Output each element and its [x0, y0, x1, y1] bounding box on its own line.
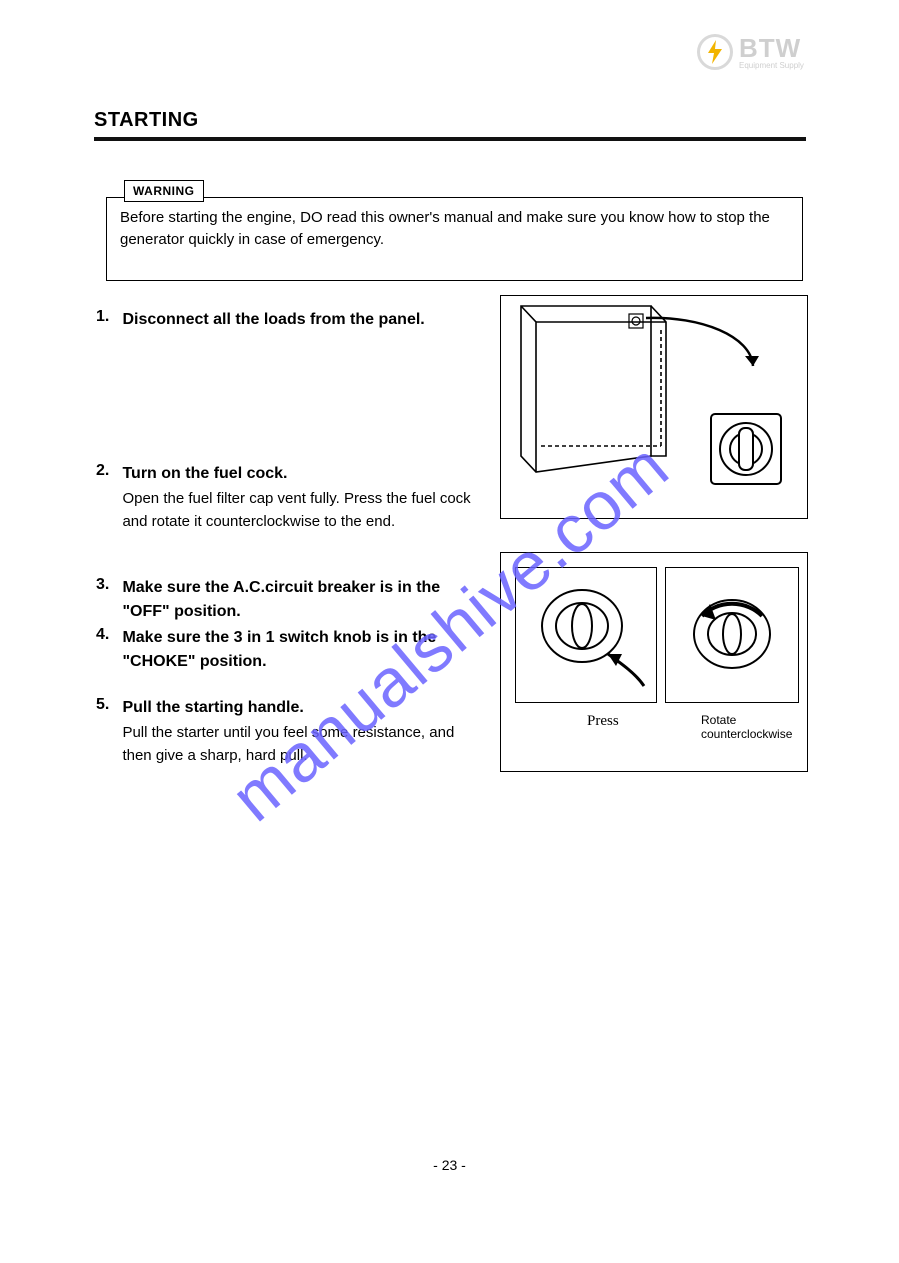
step-2-body: Open the fuel filter cap vent fully. Pre…: [122, 490, 470, 530]
bolt-icon: [697, 34, 733, 70]
section-rule: [94, 137, 806, 141]
brand-subtitle: Equipment Supply: [739, 61, 804, 70]
brand-name: BTW: [739, 35, 804, 61]
warning-label: WARNING: [124, 180, 204, 202]
step-2-num: 2.: [96, 462, 118, 480]
step-4-bold: Make sure the 3 in 1 switch knob is in t…: [122, 626, 472, 674]
warning-line2: generator quickly in case of emergency.: [120, 231, 384, 248]
step-5-body: Pull the starter until you feel some res…: [122, 724, 454, 764]
rotate-label: Rotate counterclockwise: [701, 713, 807, 741]
page-number: - 23 -: [0, 1157, 899, 1173]
manual-page: BTW Equipment Supply STARTING WARNING Be…: [0, 0, 899, 1263]
step-5-num: 5.: [96, 696, 118, 714]
warning-line1: Before starting the engine, DO read this…: [120, 209, 770, 226]
step-5: 5. Pull the starting handle. Pull the st…: [96, 696, 476, 767]
figure-press-rotate: Press Rotate counterclockwise: [500, 552, 808, 772]
step-2: 2. Turn on the fuel cock. Open the fuel …: [96, 462, 476, 533]
step-2-bold: Turn on the fuel cock.: [122, 462, 472, 486]
press-label: Press: [587, 713, 619, 730]
step-3: 3. Make sure the A.C.circuit breaker is …: [96, 576, 476, 626]
warning-text: Before starting the engine, DO read this…: [120, 207, 790, 251]
brand-logo: BTW Equipment Supply: [697, 30, 827, 74]
step-1-num: 1.: [96, 308, 118, 326]
figure-cabinet-dial: [500, 295, 808, 519]
step-3-num: 3.: [96, 576, 118, 594]
step-1-bold: Disconnect all the loads from the panel.: [122, 308, 472, 332]
step-4: 4. Make sure the 3 in 1 switch knob is i…: [96, 626, 476, 676]
panel-rotate: [665, 567, 799, 703]
step-4-num: 4.: [96, 626, 118, 644]
step-5-bold: Pull the starting handle.: [122, 696, 472, 720]
step-1: 1. Disconnect all the loads from the pan…: [96, 308, 476, 334]
section-title: STARTING: [94, 109, 199, 132]
panel-press: [515, 567, 657, 703]
step-3-bold: Make sure the A.C.circuit breaker is in …: [122, 576, 472, 624]
